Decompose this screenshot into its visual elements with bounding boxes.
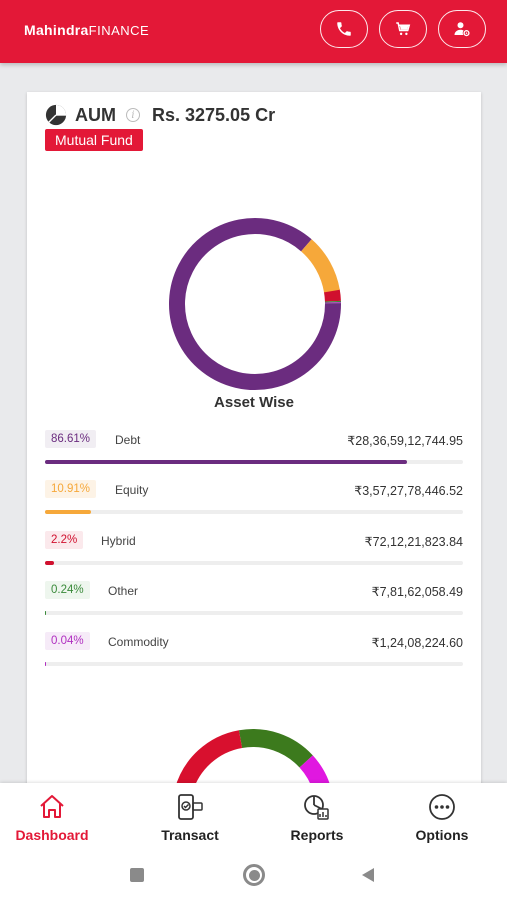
secondary-donut-segment-1 — [299, 755, 332, 792]
more-options-icon — [429, 794, 455, 820]
bottom-navigation: Dashboard Transact Reports Options — [0, 783, 507, 851]
asset-row-other: 0.24% Other ₹7,81,62,058.49 — [45, 581, 463, 631]
brand-name: Mahindra — [24, 22, 89, 38]
asset-row-debt: 86.61% Debt ₹28,36,59,12,744.95 — [45, 430, 463, 480]
nav-label-options: Options — [415, 827, 469, 843]
system-navigation-bar — [0, 851, 507, 900]
aum-card: AUM i Rs. 3275.05 Cr Mutual Fund Asset W… — [27, 92, 481, 792]
asset-percentage: 10.91% — [45, 480, 97, 499]
asset-donut-segment-3 — [169, 218, 341, 390]
asset-percentage: 0.04% — [45, 631, 90, 650]
asset-progress-track — [45, 560, 463, 565]
asset-category: Commodity — [108, 634, 169, 649]
aum-header: AUM i Rs. 3275.05 Cr — [45, 104, 275, 126]
phone-icon — [337, 22, 351, 36]
asset-progress-fill — [45, 560, 55, 565]
reports-icon — [304, 795, 329, 820]
asset-percentage: 0.24% — [45, 581, 90, 600]
cart-button[interactable] — [379, 10, 427, 48]
asset-amount: ₹3,57,27,78,446.52 — [354, 484, 463, 499]
cart-icon — [396, 22, 411, 36]
asset-row-equity: 10.91% Equity ₹3,57,27,78,446.52 — [45, 480, 463, 530]
asset-progress-fill — [45, 661, 47, 666]
nav-transact[interactable]: Transact — [135, 791, 245, 843]
recents-icon[interactable] — [130, 868, 144, 882]
secondary-donut-segment-0 — [238, 729, 313, 768]
aum-value: Rs. 3275.05 Cr — [152, 104, 276, 125]
aum-label: AUM — [75, 104, 116, 125]
asset-wise-donut-chart — [169, 218, 341, 390]
nav-dashboard[interactable]: Dashboard — [0, 791, 107, 843]
asset-progress-fill — [45, 460, 408, 464]
user-settings-button[interactable] — [438, 10, 486, 48]
asset-row-hybrid: 2.2% Hybrid ₹72,12,21,823.84 — [45, 530, 463, 581]
brand-logo: MahindraFINANCE — [24, 22, 149, 38]
asset-category: Hybrid — [101, 533, 136, 548]
asset-amount: ₹7,81,62,058.49 — [371, 585, 463, 600]
brand-suffix: FINANCE — [88, 23, 150, 38]
asset-row-commodity: 0.04% Commodity ₹1,24,08,224.60 — [45, 631, 463, 682]
asset-category: Equity — [115, 483, 149, 498]
top-app-bar: MahindraFINANCE — [0, 0, 507, 63]
asset-donut-segment-0 — [323, 289, 341, 302]
asset-amount: ₹1,24,08,224.60 — [371, 635, 463, 650]
pie-chart-icon — [45, 104, 67, 126]
nav-label-dashboard: Dashboard — [15, 827, 89, 843]
asset-wise-title: Asset Wise — [214, 394, 294, 411]
asset-donut-segment-4 — [300, 239, 340, 293]
asset-progress-track — [45, 460, 463, 464]
info-icon[interactable]: i — [126, 108, 140, 122]
asset-progress-fill — [45, 510, 91, 515]
asset-percentage: 86.61% — [45, 430, 97, 448]
asset-progress-track — [45, 661, 463, 666]
asset-percentage: 2.2% — [45, 530, 84, 549]
nav-reports[interactable]: Reports — [262, 791, 372, 843]
back-icon[interactable] — [360, 867, 376, 883]
asset-category: Other — [108, 584, 139, 599]
nav-label-transact: Transact — [161, 827, 219, 843]
home-system-icon[interactable] — [243, 864, 265, 886]
asset-progress-fill — [45, 611, 47, 616]
transact-icon — [178, 794, 203, 820]
asset-progress-track — [45, 611, 463, 616]
phone-button[interactable] — [320, 10, 368, 48]
asset-amount: ₹72,12,21,823.84 — [364, 534, 463, 549]
secondary-donut-segment-8 — [174, 730, 243, 792]
mutual-fund-badge: Mutual Fund — [45, 129, 143, 151]
secondary-donut-chart — [174, 729, 332, 792]
home-icon — [40, 795, 64, 818]
asset-progress-track — [45, 510, 463, 515]
asset-category: Debt — [115, 433, 141, 447]
nav-label-reports: Reports — [290, 827, 344, 843]
asset-amount: ₹28,36,59,12,744.95 — [347, 434, 463, 448]
nav-options[interactable]: Options — [387, 791, 497, 843]
user-settings-icon — [454, 22, 470, 37]
